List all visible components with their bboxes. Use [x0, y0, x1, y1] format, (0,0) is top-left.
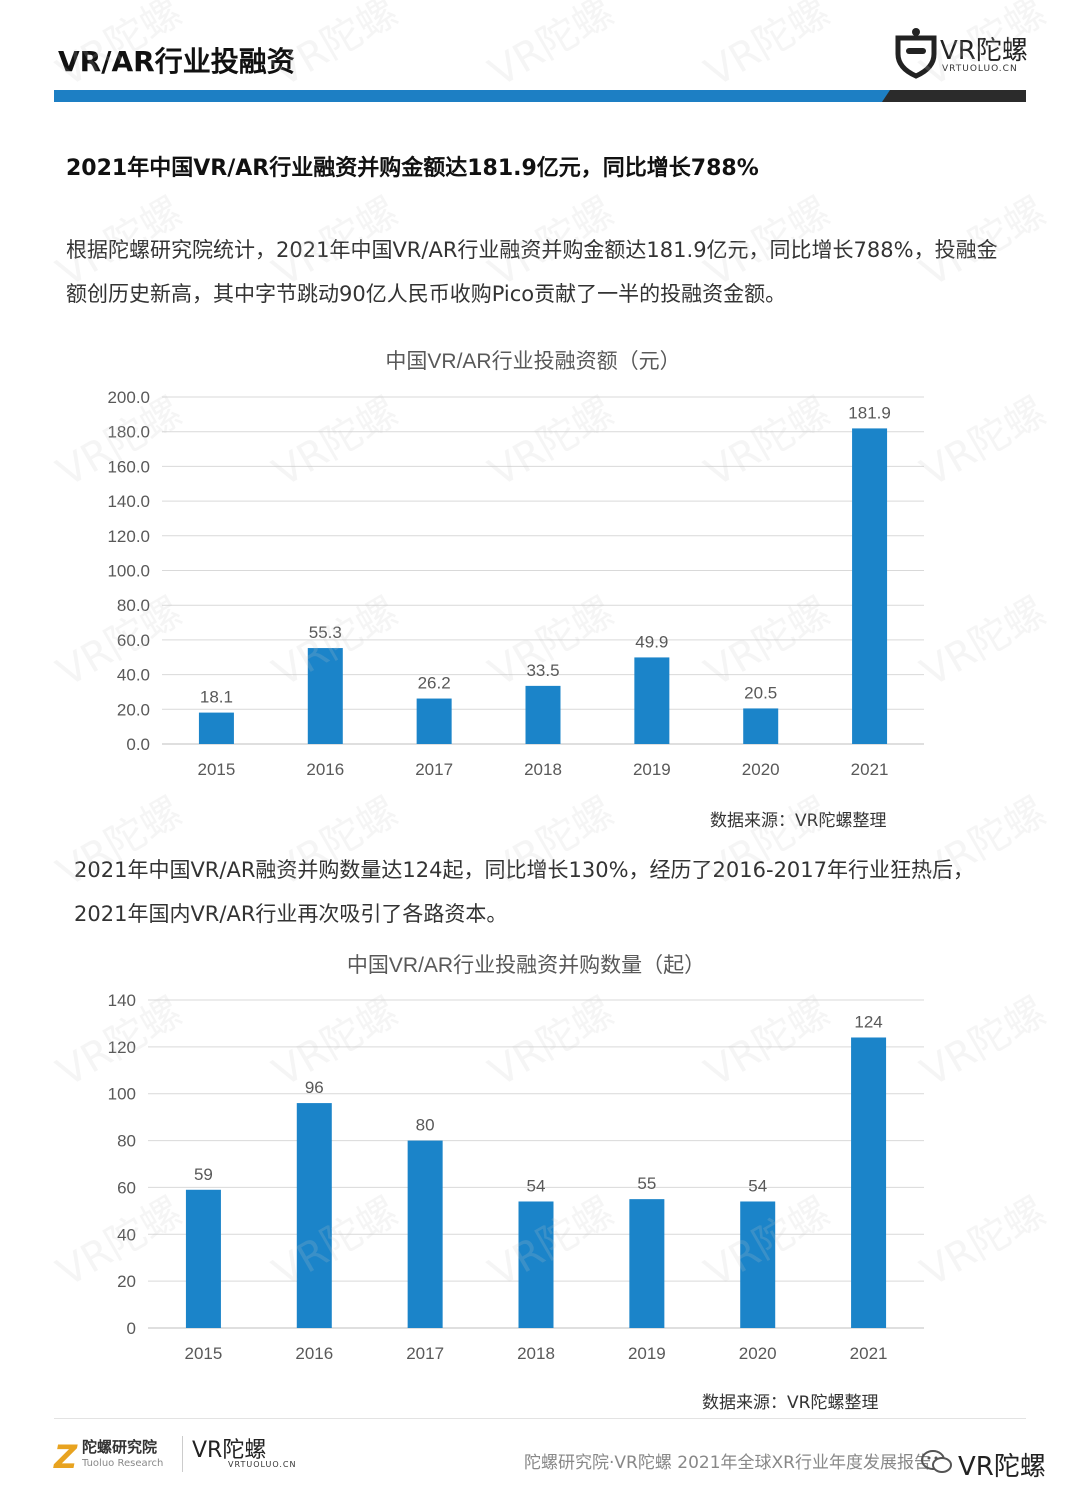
y-tick-label: 80.0 [117, 596, 150, 615]
data-label: 49.9 [635, 632, 668, 651]
bar-2020 [740, 1201, 776, 1328]
y-tick-label: 60 [117, 1178, 136, 1197]
data-label: 54 [748, 1176, 767, 1195]
data-label: 181.9 [848, 403, 891, 422]
data-label: 59 [194, 1165, 213, 1184]
data-label: 80 [416, 1116, 435, 1135]
deal-count-chart: 中国VR/AR行业投融资并购数量（起） 0 20 40 60 80 100 120 140 59 2… [108, 954, 924, 1363]
bar-2018 [518, 1201, 554, 1328]
y-tick-label: 0 [127, 1319, 136, 1338]
x-tick-label: 2018 [524, 760, 562, 779]
footer-org-name: 陀螺研究院 [82, 1438, 158, 1456]
watermark: VR陀螺 [697, 0, 838, 97]
bar-2019 [629, 1199, 665, 1328]
logo-subtitle: VRTUOLUO.CN [942, 64, 1018, 74]
bar-2017 [416, 698, 452, 744]
data-label: 18.1 [200, 688, 233, 707]
x-tick-label: 2019 [628, 1344, 666, 1363]
x-tick-label: 2018 [517, 1344, 555, 1363]
data-label: 124 [854, 1012, 882, 1031]
y-tick-label: 100.0 [107, 562, 150, 581]
footer-logo-divider [182, 1436, 183, 1472]
x-tick-label: 2017 [406, 1344, 444, 1363]
y-tick-label: 140 [108, 991, 136, 1010]
bar-2021 [852, 428, 888, 744]
bar-2021 [851, 1037, 887, 1328]
bar-2015 [198, 712, 234, 744]
y-tick-label: 80 [117, 1132, 136, 1151]
data-label: 54 [527, 1176, 546, 1195]
wechat-icon [921, 1450, 952, 1473]
y-tick-label: 40 [117, 1225, 136, 1244]
footer-org-english: Tuoluo Research [82, 1458, 164, 1469]
y-tick-label: 140.0 [107, 492, 150, 511]
tuoluo-research-logo-icon: Z [54, 1438, 78, 1476]
footer-vrtuoluo-logo-sub: VRTUOLUO.CN [228, 1460, 297, 1469]
x-tick-label: 2020 [742, 760, 780, 779]
x-tick-label: 2015 [185, 1344, 223, 1363]
vrtuoluo-logo-icon [895, 28, 937, 79]
section-headline: 2021年中国VR/AR行业融资并购金额达181.9亿元，同比增长788% [66, 156, 759, 181]
data-label: 20.5 [744, 683, 777, 702]
bar-2019 [634, 657, 670, 744]
x-tick-label: 2021 [850, 1344, 888, 1363]
x-tick-label: 2016 [306, 760, 344, 779]
chart-title: 中国VR/AR行业投融资并购数量（起） [347, 954, 705, 977]
data-label: 55 [637, 1174, 656, 1193]
x-tick-label: 2016 [295, 1344, 333, 1363]
data-label: 33.5 [526, 661, 559, 680]
chart2-source: 数据来源：VR陀螺整理 [702, 1393, 879, 1413]
y-tick-label: 120.0 [107, 527, 150, 546]
footer-divider-line [54, 1418, 1026, 1419]
x-tick-label: 2015 [198, 760, 236, 779]
funding-amount-chart: 中国VR/AR行业投融资额（元） 0.0 20.0 40.0 60.0 80.0 100.0… [107, 350, 924, 779]
y-tick-label: 20 [117, 1272, 136, 1291]
header-band [54, 90, 1026, 102]
bar-2018 [525, 685, 561, 744]
y-tick-label: 20.0 [117, 700, 150, 719]
chart1-source: 数据来源：VR陀螺整理 [710, 811, 887, 831]
y-tick-label: 60.0 [117, 631, 150, 650]
data-label: 26.2 [418, 674, 451, 693]
chart-title: 中国VR/AR行业投融资额（元） [385, 350, 680, 373]
page-title: VR/AR行业投融资 [58, 45, 295, 78]
y-tick-label: 180.0 [107, 423, 150, 442]
y-tick-label: 120 [108, 1038, 136, 1057]
wechat-account-name: VR陀螺 [958, 1452, 1046, 1482]
paragraph-deal-count: 2021年中国VR/AR融资并购数量达124起，同比增长130%，经历了2016… [74, 858, 975, 926]
bar-2015 [185, 1189, 221, 1328]
y-tick-label: 100 [108, 1085, 136, 1104]
bar-2016 [307, 648, 343, 744]
y-tick-label: 200.0 [107, 388, 150, 407]
bar-2017 [407, 1140, 443, 1328]
watermark: VR陀螺 [481, 0, 622, 97]
bar-2020 [743, 708, 779, 744]
footer-vrtuoluo-logo: VR陀螺 [192, 1438, 267, 1463]
y-tick-label: 160.0 [107, 457, 150, 476]
x-tick-label: 2017 [415, 760, 453, 779]
paragraph-funding-amount: 根据陀螺研究院统计，2021年中国VR/AR行业融资并购金额达181.9亿元，同… [66, 238, 998, 306]
x-tick-label: 2021 [851, 760, 889, 779]
y-tick-label: 0.0 [126, 735, 150, 754]
y-tick-label: 40.0 [117, 666, 150, 685]
footer-report-title: 陀螺研究院·VR陀螺 2021年全球XR行业年度发展报告 [524, 1453, 931, 1473]
bar-2016 [296, 1103, 332, 1328]
logo-name: VR陀螺 [940, 36, 1028, 66]
x-tick-label: 2019 [633, 760, 671, 779]
x-tick-label: 2020 [739, 1344, 777, 1363]
data-label: 55.3 [309, 623, 342, 642]
data-label: 96 [305, 1078, 324, 1097]
